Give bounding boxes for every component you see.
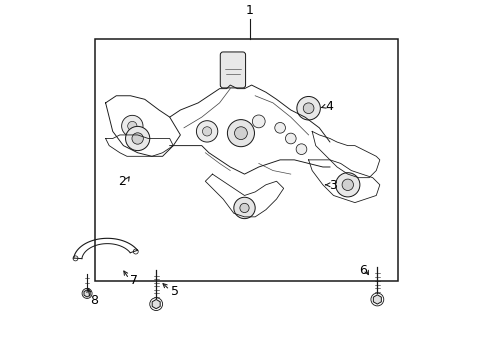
Circle shape xyxy=(296,144,306,154)
Text: 7: 7 xyxy=(129,274,138,287)
Circle shape xyxy=(196,121,217,142)
Circle shape xyxy=(335,173,359,197)
Circle shape xyxy=(252,115,264,128)
Text: 6: 6 xyxy=(358,264,366,277)
Text: 5: 5 xyxy=(170,285,179,298)
Circle shape xyxy=(233,197,255,219)
Bar xyxy=(95,39,397,281)
Text: 2: 2 xyxy=(118,175,126,188)
Circle shape xyxy=(274,122,285,133)
Circle shape xyxy=(133,249,138,254)
Circle shape xyxy=(234,127,247,140)
FancyBboxPatch shape xyxy=(220,52,245,88)
Circle shape xyxy=(122,115,142,137)
Circle shape xyxy=(127,121,137,131)
Circle shape xyxy=(285,133,296,144)
Circle shape xyxy=(227,120,254,147)
Circle shape xyxy=(342,179,353,190)
Text: 1: 1 xyxy=(245,4,253,17)
Polygon shape xyxy=(84,290,90,297)
Text: 8: 8 xyxy=(90,294,98,307)
Polygon shape xyxy=(372,295,381,304)
Circle shape xyxy=(296,96,320,120)
Polygon shape xyxy=(152,300,160,309)
Circle shape xyxy=(240,203,248,212)
Circle shape xyxy=(202,127,211,136)
Circle shape xyxy=(303,103,313,113)
Circle shape xyxy=(132,133,143,144)
Text: 4: 4 xyxy=(325,100,333,113)
Text: 3: 3 xyxy=(328,179,336,192)
Circle shape xyxy=(73,256,78,261)
Circle shape xyxy=(125,126,149,150)
